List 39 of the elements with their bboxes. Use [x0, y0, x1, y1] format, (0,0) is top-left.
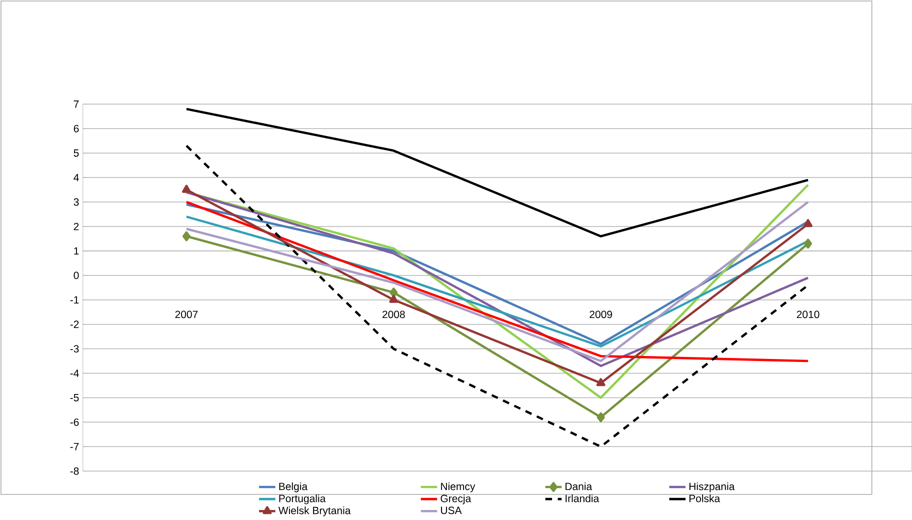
y-tick-label: 6 [74, 125, 79, 133]
point [182, 185, 191, 194]
legend-label: Belgia [279, 482, 308, 492]
y-tick-label: -4 [70, 370, 79, 378]
point [596, 412, 605, 422]
y-tick-label: 1 [74, 248, 79, 255]
legend-label: Niemcy [441, 482, 476, 492]
point [389, 295, 398, 304]
point [596, 378, 606, 386]
x-tick-label: 2007 [175, 310, 198, 318]
y-tick-label: -6 [70, 418, 79, 426]
legend-label: Polska [689, 494, 720, 502]
line-series [185, 108, 810, 238]
y-tick-label: 2 [74, 223, 79, 230]
y-tick-label: -7 [70, 443, 79, 450]
legend-label: Irlandia [566, 494, 600, 502]
y-tick-label: -5 [70, 394, 79, 402]
legend-label: Wielsk Brytania [278, 506, 351, 517]
x-tick-label: 2009 [590, 310, 612, 318]
legend-label: Dania [566, 482, 592, 490]
y-tick-label: -8 [70, 468, 79, 476]
legend-label: Grecja [440, 494, 472, 504]
y-tick-label: -3 [70, 345, 79, 353]
x-tick-label: 2008 [382, 310, 405, 318]
y-tick-label: 7 [74, 100, 79, 108]
y-tick-label: -1 [70, 296, 79, 304]
point [804, 219, 812, 228]
y-tick-label: -2 [70, 320, 79, 328]
point [804, 238, 812, 249]
legend-label: Hiszpania [689, 482, 735, 492]
legend-label: Portugalia [279, 494, 326, 504]
y-tick-label: 4 [74, 174, 79, 182]
y-tick-label: 5 [74, 150, 79, 157]
y-tick-label: 0 [74, 272, 79, 280]
x-tick-label: 2010 [796, 310, 820, 318]
point [182, 232, 190, 242]
point [390, 288, 398, 298]
y-tick-label: 3 [74, 198, 79, 206]
legend-label: USA [441, 506, 462, 514]
